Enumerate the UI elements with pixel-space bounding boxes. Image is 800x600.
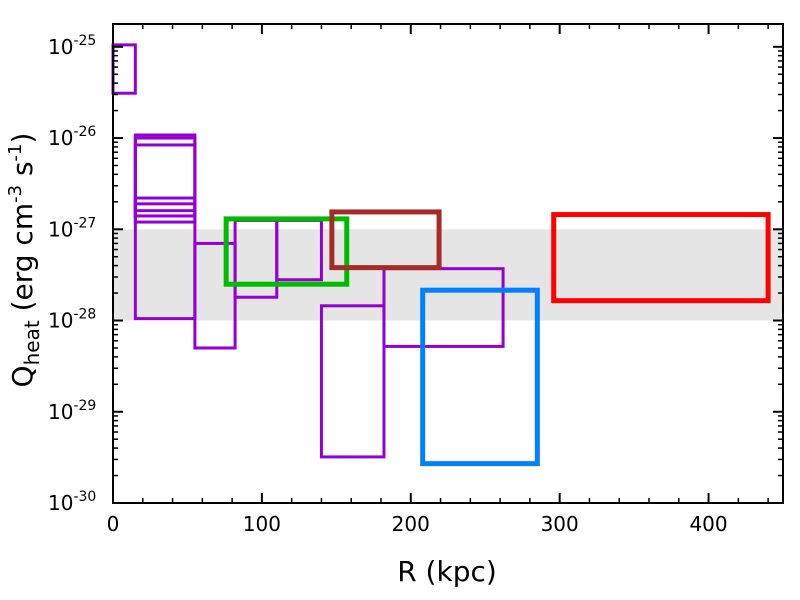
y-axis-title-units-open: (erg cm (6, 203, 39, 320)
x-tick-label: 200 (392, 512, 430, 536)
y-axis-title-subscript: heat (20, 320, 44, 365)
y-axis-title-units-close: ) (6, 133, 39, 144)
data-box-layer (111, 43, 771, 467)
data-box-brown (329, 209, 442, 271)
x-tick-label: 0 (107, 512, 120, 536)
data-box-purple (133, 133, 197, 321)
data-box-blue (420, 287, 540, 467)
x-tick-label: 100 (243, 512, 281, 536)
tick-label-layer: 0 100 200 300 400 10-25 10-26 10-27 10-28 10-29 10… (48, 33, 728, 536)
data-box-red (551, 212, 771, 304)
y-tick-label: 10-27 (48, 215, 96, 241)
x-tick-label: 400 (689, 512, 727, 536)
tick-layer (112, 24, 783, 504)
data-box-purple (133, 202, 197, 218)
y-axis-title: Qheat (erg cm-3 s-1) (5, 133, 44, 388)
y-tick-label: 10-30 (48, 489, 96, 515)
x-tick-label: 300 (541, 512, 579, 536)
data-box-purple (111, 43, 137, 95)
x-axis-title: R (kpc) (397, 555, 497, 588)
data-box-purple (382, 267, 505, 348)
y-axis-title-units-mid: s (6, 161, 39, 185)
y-tick-label: 10-25 (48, 33, 96, 59)
y-axis-title-units-exp2: -1 (5, 143, 26, 161)
y-axis-title-base: Q (6, 365, 39, 387)
y-axis-title-units-exp1: -3 (5, 185, 26, 203)
y-tick-label: 10-29 (48, 398, 96, 424)
plot-frame (112, 23, 784, 504)
y-tick-label: 10-28 (48, 307, 96, 333)
y-tick-label: 10-26 (48, 124, 96, 150)
data-box-purple (133, 143, 197, 224)
data-box-green (223, 216, 350, 287)
data-box-purple (319, 304, 386, 459)
